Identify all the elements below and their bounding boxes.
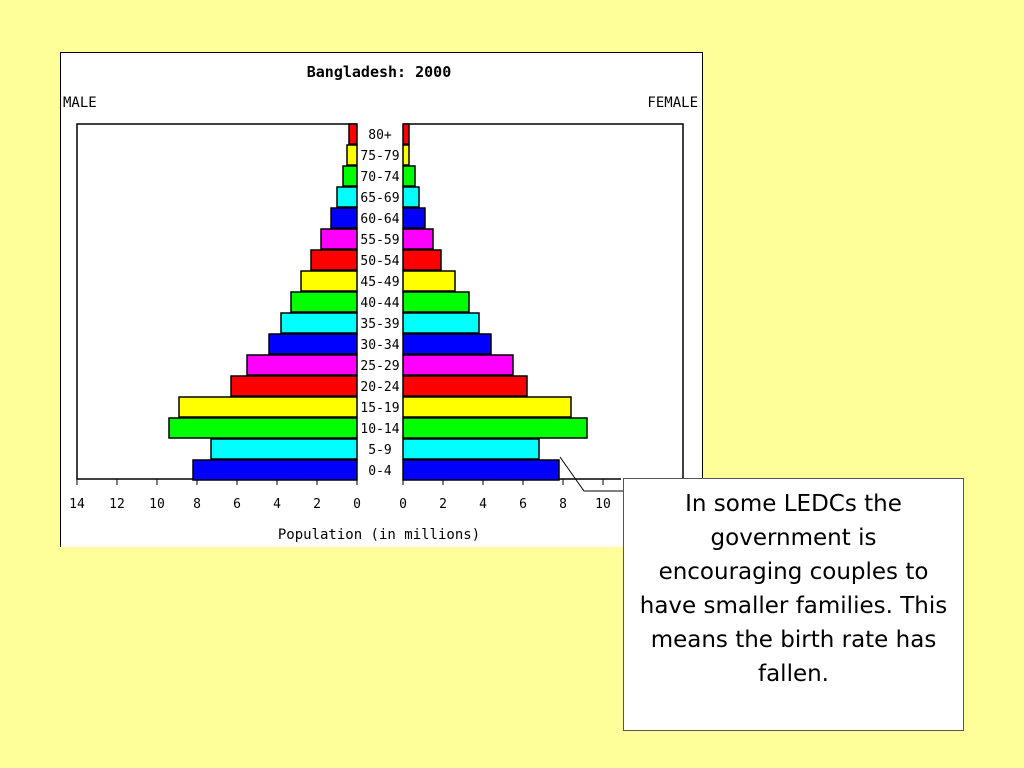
age-label: 5-9 bbox=[368, 443, 391, 458]
male-tick-label: 8 bbox=[193, 497, 201, 512]
callout-box: In some LEDCs the government is encourag… bbox=[623, 478, 964, 731]
chart-panel: Bangladesh: 2000 MALE FEMALE 80+ 75-79 70-… bbox=[60, 52, 703, 547]
female-bar-50-54 bbox=[402, 249, 442, 271]
age-label: 30-34 bbox=[360, 338, 399, 353]
age-labels-layer: 80+ 75-79 70-74 65-69 60-64 55-59 50-54 45-49 40… bbox=[360, 128, 399, 479]
female-bar-70-74 bbox=[402, 165, 416, 187]
callout-text: In some LEDCs the government is encourag… bbox=[639, 491, 948, 687]
male-bar-65-69 bbox=[336, 186, 358, 208]
female-bar-75-79 bbox=[402, 144, 410, 166]
female-tick-label: 4 bbox=[479, 497, 487, 512]
male-tick-label: 4 bbox=[273, 497, 281, 512]
age-label: 25-29 bbox=[360, 359, 399, 374]
age-label: 70-74 bbox=[360, 170, 399, 185]
age-label: 60-64 bbox=[360, 212, 399, 227]
female-bar-55-59 bbox=[402, 228, 434, 250]
population-pyramid-chart: Bangladesh: 2000 MALE FEMALE 80+ 75-79 70-… bbox=[63, 63, 698, 543]
male-bar-70-74 bbox=[342, 165, 358, 187]
age-label: 50-54 bbox=[360, 254, 399, 269]
male-tick-label: 2 bbox=[313, 497, 321, 512]
female-bar-20-24 bbox=[402, 375, 528, 397]
female-bar-0-4 bbox=[402, 459, 560, 481]
male-bar-30-34 bbox=[268, 333, 358, 355]
male-tick-label: 12 bbox=[109, 497, 125, 512]
female-bar-30-34 bbox=[402, 333, 492, 355]
female-bar-35-39 bbox=[402, 312, 480, 334]
female-tick-label: 0 bbox=[399, 497, 407, 512]
male-bar-10-14 bbox=[168, 417, 358, 439]
female-bar-25-29 bbox=[402, 354, 514, 376]
male-bar-80+ bbox=[348, 123, 358, 145]
age-label: 75-79 bbox=[360, 149, 399, 164]
male-bar-25-29 bbox=[246, 354, 358, 376]
age-label: 80+ bbox=[368, 128, 392, 143]
male-bar-20-24 bbox=[230, 375, 358, 397]
female-bar-15-19 bbox=[402, 396, 572, 418]
female-bar-65-69 bbox=[402, 186, 420, 208]
ticks-layer: 14 12 10 8 6 4 2 0 0 2 4 6 8 10 bbox=[69, 479, 611, 512]
female-bar-5-9 bbox=[402, 438, 540, 460]
male-bar-60-64 bbox=[330, 207, 358, 229]
age-label: 10-14 bbox=[360, 422, 399, 437]
female-tick-label: 10 bbox=[595, 497, 611, 512]
x-axis-label: Population (in millions) bbox=[278, 527, 480, 543]
age-label: 65-69 bbox=[360, 191, 399, 206]
female-bar-80+ bbox=[402, 123, 410, 145]
male-bar-55-59 bbox=[320, 228, 358, 250]
male-bar-15-19 bbox=[178, 396, 358, 418]
bars-layer bbox=[168, 123, 588, 481]
female-tick-label: 8 bbox=[559, 497, 567, 512]
male-bar-40-44 bbox=[290, 291, 358, 313]
age-label: 40-44 bbox=[360, 296, 399, 311]
age-label: 55-59 bbox=[360, 233, 399, 248]
male-bar-0-4 bbox=[192, 459, 358, 481]
age-label: 15-19 bbox=[360, 401, 399, 416]
male-bar-50-54 bbox=[310, 249, 358, 271]
male-tick-label: 6 bbox=[233, 497, 241, 512]
male-bar-45-49 bbox=[300, 270, 358, 292]
female-plot-frame bbox=[403, 123, 684, 479]
age-label: 35-39 bbox=[360, 317, 399, 332]
female-bar-10-14 bbox=[402, 417, 588, 439]
female-tick-label: 6 bbox=[519, 497, 527, 512]
male-bar-35-39 bbox=[280, 312, 358, 334]
male-label: MALE bbox=[63, 95, 97, 111]
female-bar-60-64 bbox=[402, 207, 426, 229]
age-label: 20-24 bbox=[360, 380, 399, 395]
female-label: FEMALE bbox=[647, 95, 698, 111]
chart-title: Bangladesh: 2000 bbox=[307, 63, 452, 81]
male-bar-5-9 bbox=[210, 438, 358, 460]
male-bar-75-79 bbox=[346, 144, 358, 166]
male-tick-label: 10 bbox=[149, 497, 165, 512]
male-tick-label: 0 bbox=[353, 497, 361, 512]
female-tick-label: 2 bbox=[439, 497, 447, 512]
age-label: 45-49 bbox=[360, 275, 399, 290]
female-bar-45-49 bbox=[402, 270, 456, 292]
female-bar-40-44 bbox=[402, 291, 470, 313]
age-label: 0-4 bbox=[368, 464, 392, 479]
male-tick-label: 14 bbox=[69, 497, 85, 512]
